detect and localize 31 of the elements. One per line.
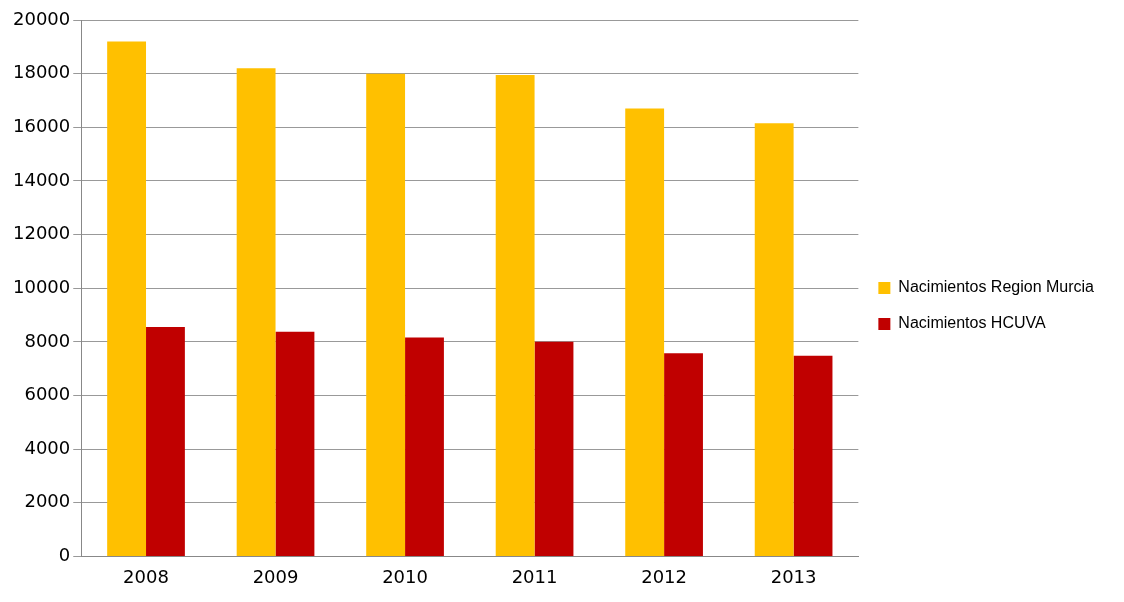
x-tick-label: 2012: [641, 565, 687, 587]
bar: [534, 341, 574, 556]
x-tick-label: 2008: [123, 565, 169, 587]
legend-label: Nacimientos Region Murcia: [898, 278, 1095, 296]
y-tick-label: 6000: [24, 383, 71, 405]
x-tick-label: 2009: [252, 565, 299, 587]
x-tick-label: 2011: [511, 565, 558, 587]
y-tick-label: 2000: [24, 490, 71, 512]
bar: [625, 108, 665, 556]
y-tick-label: 18000: [13, 61, 71, 83]
y-tick-label: 10000: [13, 275, 71, 297]
y-tick-label: 0: [58, 544, 71, 566]
x-tick-label: 2010: [382, 565, 428, 587]
legend-label: Nacimientos HCUVA: [898, 314, 1046, 332]
bar: [664, 353, 703, 556]
bar: [107, 41, 147, 556]
y-tick-label: 14000: [13, 168, 71, 190]
y-tick-label: 20000: [13, 7, 71, 29]
bar: [405, 337, 444, 556]
y-tick-label: 8000: [24, 329, 71, 351]
x-tick-label: 2013: [770, 565, 817, 587]
bar: [793, 355, 833, 556]
bar: [495, 74, 535, 556]
bar: [754, 123, 794, 556]
y-tick-label: 12000: [13, 222, 71, 244]
bar: [236, 68, 276, 556]
bar: [366, 73, 406, 556]
bar: [146, 327, 185, 556]
y-tick-label: 16000: [13, 114, 71, 136]
bar: [275, 331, 315, 556]
y-tick-label: 4000: [24, 436, 71, 458]
